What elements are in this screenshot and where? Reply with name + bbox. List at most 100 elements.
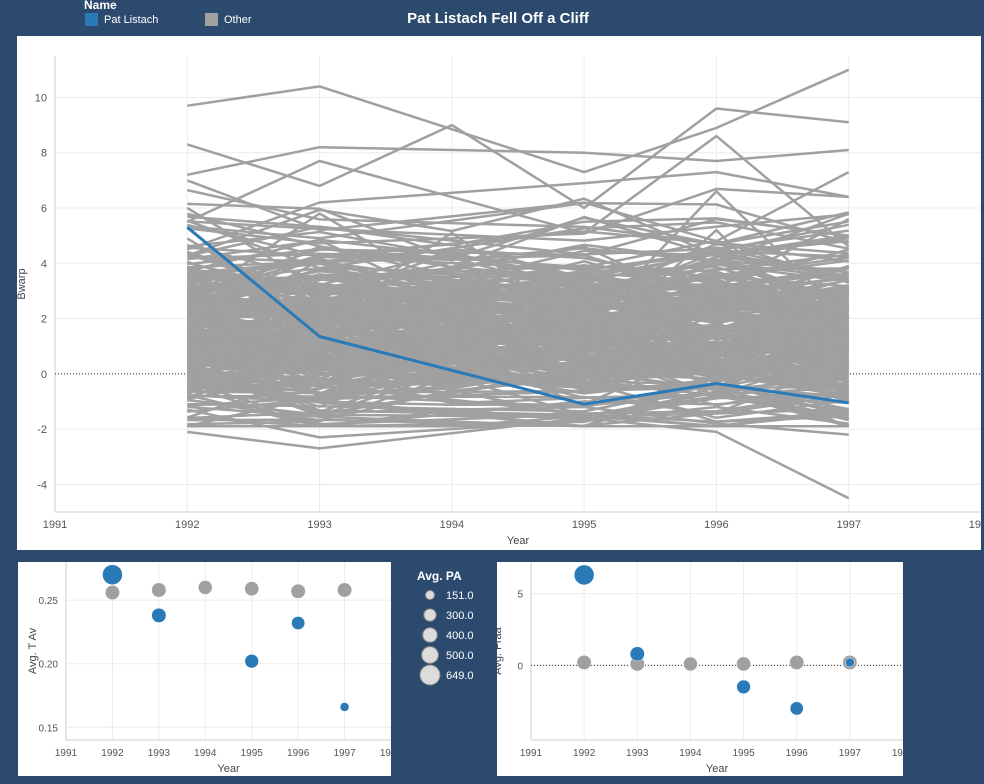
legend-title: Name [84, 0, 117, 12]
size-legend-label: 400.0 [446, 630, 474, 642]
x-tick-label: 1991 [55, 748, 78, 759]
other-player-line [186, 251, 850, 316]
other-player-line [186, 212, 850, 370]
pat-listach-mark [736, 679, 751, 695]
legend-item-pat-listach[interactable]: Pat Listach [85, 13, 158, 26]
other-mark [683, 656, 698, 672]
other-player-line [186, 250, 849, 298]
y-tick-label: 10 [35, 92, 47, 104]
y-axis-title: Avg. Fraa [497, 626, 504, 674]
x-tick-label: 1992 [175, 519, 199, 531]
other-player-line [186, 170, 850, 243]
y-tick-label: 0.25 [39, 596, 59, 607]
size-legend-label: 500.0 [446, 650, 474, 662]
y-tick-label: 8 [41, 148, 47, 160]
x-tick-label: 1995 [572, 519, 596, 531]
size-legend-label: 649.0 [446, 670, 474, 682]
y-tick-label: 6 [41, 203, 47, 215]
x-tick-label: 1996 [287, 748, 310, 759]
x-tick-label: 1996 [786, 748, 809, 759]
other-player-line [186, 267, 850, 392]
pat-listach-line [186, 226, 849, 406]
x-tick-label: 1991 [43, 519, 67, 531]
avg-tav-scatter-chart[interactable]: 1991 1992 1993 1994 1995 1996 1997 1998 0.15 0.20… [18, 562, 403, 776]
pat-listach-mark [845, 657, 855, 668]
size-legend-mark [423, 608, 437, 622]
x-tick-label: 1994 [440, 519, 464, 531]
size-legend-label: 300.0 [446, 610, 474, 622]
y-tick-label: -4 [37, 479, 47, 491]
size-legend-mark [425, 590, 435, 600]
other-mark [244, 581, 260, 597]
y-tick-label: 5 [517, 590, 523, 601]
size-legend-marks: 151.0 300.0 400.0 500.0 649.0 [419, 590, 474, 686]
y-tick-label: 0.15 [39, 723, 59, 734]
other-player-line [186, 270, 850, 403]
x-tick-label: 1997 [839, 748, 862, 759]
x-tick-label: 1997 [836, 519, 860, 531]
other-player-line [187, 329, 849, 355]
pat-listach-mark [573, 564, 595, 586]
x-tick-label: 1993 [307, 519, 331, 531]
other-mark [337, 582, 353, 598]
other-player-line [187, 341, 849, 391]
x-tick-label: 1997 [333, 748, 356, 759]
main-chart-panel: 1991 1992 1993 1994 1995 1996 1997 1998 -4 -2 0 2 4 6… [16, 36, 984, 550]
other-player-line [187, 416, 850, 500]
size-legend-mark [419, 664, 441, 686]
y-tick-label: 0 [517, 661, 523, 672]
size-legend-mark [422, 627, 438, 643]
size-legend-title: Avg. PA [417, 569, 462, 583]
other-lines-group [186, 68, 850, 500]
x-tick-label: 1998 [892, 748, 903, 759]
x-tick-label: 1995 [241, 748, 264, 759]
other-player-line [187, 317, 850, 381]
other-player-line [186, 134, 850, 248]
other-player-line [186, 170, 849, 251]
other-player-line [187, 331, 849, 359]
x-tick-label: 1994 [194, 748, 217, 759]
other-player-line [187, 411, 849, 428]
x-tick-label: 1998 [969, 519, 981, 531]
y-axis-title: Avg. T Av [27, 627, 39, 674]
x-tick-label: 1993 [626, 748, 649, 759]
pat-listach-mark [291, 616, 306, 630]
y-axis-title: Bwarp [17, 268, 28, 299]
pat-listach-mark [789, 701, 804, 716]
other-mark [576, 654, 592, 670]
other-mark [198, 580, 213, 595]
other-player-line [187, 273, 849, 320]
x-tick-label: 1994 [679, 748, 702, 759]
x-tick-label: 1996 [704, 519, 728, 531]
other-mark [736, 656, 751, 672]
other-mark [104, 585, 120, 601]
avg-fraa-scatter-chart[interactable]: 1991 1992 1993 1994 1995 1996 1997 1998 0 5 Year Av… [492, 562, 915, 776]
fraa-chart-panel: 1991 1992 1993 1994 1995 1996 1997 1998 0 5 Year Av… [492, 562, 915, 776]
page-title: Pat Listach Fell Off a Cliff [407, 10, 589, 27]
other-player-line [187, 252, 849, 293]
x-tick-label: 1991 [520, 748, 543, 759]
other-player-line [186, 342, 850, 408]
other-mark [789, 654, 805, 670]
other-player-line [187, 290, 849, 348]
size-legend-mark [421, 646, 439, 664]
other-player-line [187, 145, 849, 177]
x-axis-title: Year [507, 535, 530, 547]
x-axis-title: Year [706, 763, 729, 775]
legend-item-other[interactable]: Other [205, 13, 252, 26]
legend-label: Pat Listach [104, 13, 159, 26]
pat-listach-mark [629, 646, 645, 662]
bwarp-line-chart[interactable]: 1991 1992 1993 1994 1995 1996 1997 1998 -4 -2 0 2 4 6… [16, 36, 984, 550]
other-player-line [186, 107, 849, 210]
other-player-line [187, 405, 849, 436]
pat-listach-mark [339, 702, 350, 712]
x-tick-label: 1992 [101, 748, 124, 759]
y-tick-label: -2 [37, 424, 47, 436]
pat-listach-mark [151, 607, 167, 623]
pat-listach-mark [244, 654, 259, 669]
y-tick-label: 4 [41, 258, 47, 270]
legend-label: Other [224, 13, 252, 26]
x-tick-label: 1992 [573, 748, 596, 759]
x-tick-label: 1998 [380, 748, 391, 759]
other-player-line [186, 297, 850, 400]
